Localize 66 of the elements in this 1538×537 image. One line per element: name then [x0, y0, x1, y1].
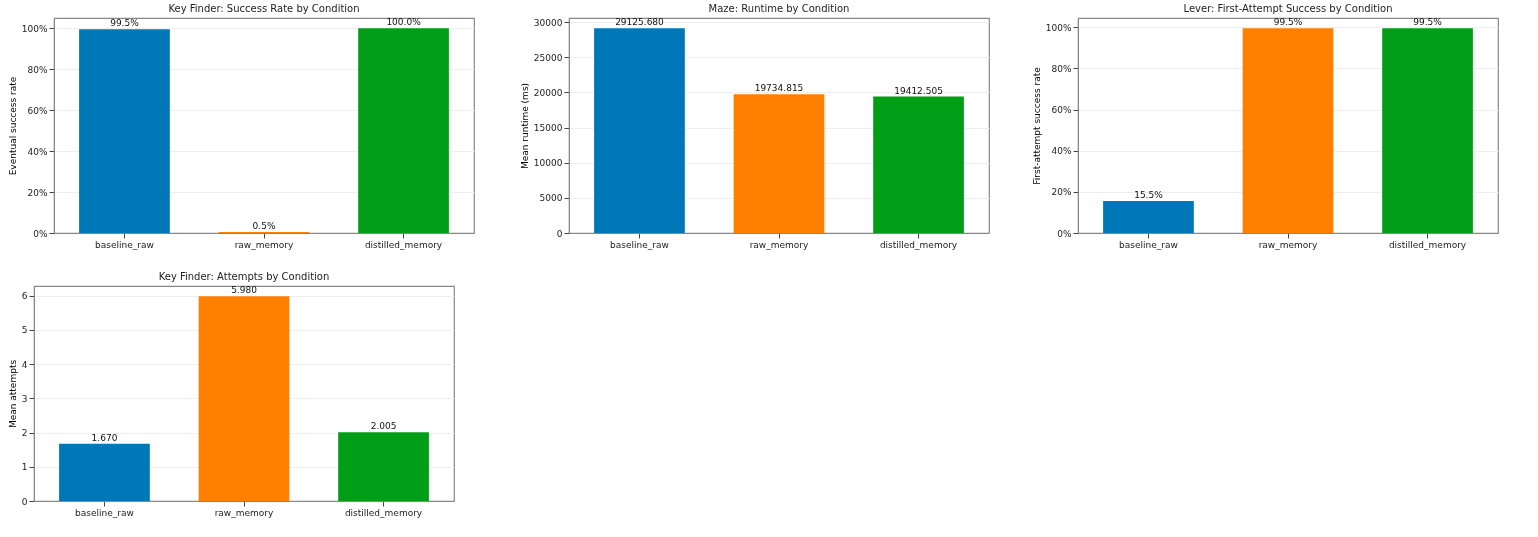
- data-label: 5.980: [231, 285, 258, 296]
- x-tick-label: baseline_raw: [1119, 239, 1178, 250]
- y-tick-label: 5: [21, 325, 28, 336]
- y-tick-label: 20%: [1051, 187, 1072, 198]
- x-tick-label: distilled_memory: [1388, 239, 1467, 250]
- y-tick-label: 6: [21, 291, 28, 302]
- data-label: 15.5%: [1134, 190, 1164, 201]
- y-tick-label: 80%: [27, 64, 48, 75]
- data-label: 99.5%: [110, 18, 140, 29]
- x-tick-label: raw_memory: [1258, 239, 1319, 250]
- y-tick-label: 1: [21, 462, 28, 473]
- x-tick-label: distilled_memory: [364, 239, 443, 250]
- y-tick-label: 30000: [533, 17, 563, 28]
- y-axis-title: Mean runtime (ms): [519, 82, 530, 170]
- bar: [198, 296, 290, 501]
- chart-title: Lever: First-Attempt Success by Condition: [1183, 3, 1393, 14]
- y-tick-label: 0: [556, 228, 563, 239]
- chart-title: Key Finder: Attempts by Condition: [158, 271, 330, 282]
- x-tick-label: raw_memory: [214, 507, 275, 518]
- y-axis-title: Eventual success rate: [7, 76, 18, 176]
- x-tick-label: baseline_raw: [95, 239, 154, 250]
- y-axis-title: First-attempt success rate: [1031, 66, 1042, 185]
- x-tick-label: raw_memory: [234, 239, 295, 250]
- y-tick-label: 20%: [27, 187, 48, 198]
- x-tick-label: baseline_raw: [610, 239, 669, 250]
- y-tick-label: 5000: [539, 193, 563, 204]
- y-tick-label: 2: [21, 428, 28, 439]
- data-label: 19734.815: [754, 83, 804, 94]
- data-label: 100.0%: [386, 17, 422, 28]
- y-tick-label: 40%: [27, 146, 48, 157]
- y-tick-label: 60%: [27, 105, 48, 116]
- y-tick-label: 80%: [1051, 63, 1072, 74]
- y-tick-label: 0%: [33, 228, 48, 239]
- data-label: 99.5%: [1273, 17, 1303, 28]
- y-tick-label: 0: [21, 496, 28, 507]
- x-tick-label: raw_memory: [749, 239, 810, 250]
- y-tick-label: 100%: [21, 23, 48, 34]
- y-tick-label: 4: [21, 359, 28, 370]
- y-tick-label: 15000: [533, 123, 563, 134]
- y-tick-label: 100%: [1045, 22, 1072, 33]
- y-tick-label: 60%: [1051, 105, 1072, 116]
- x-tick-label: distilled_memory: [879, 239, 958, 250]
- bar: [338, 432, 429, 501]
- y-tick-label: 10000: [533, 158, 563, 169]
- bar: [873, 96, 964, 233]
- bar: [79, 29, 170, 233]
- y-tick-label: 25000: [533, 52, 563, 63]
- y-tick-label: 3: [21, 393, 28, 404]
- data-label: 19412.505: [894, 85, 943, 96]
- y-tick-label: 0%: [1057, 228, 1072, 239]
- data-label: 0.5%: [252, 220, 276, 231]
- chart-title: Maze: Runtime by Condition: [708, 3, 850, 14]
- y-axis-title: Mean attempts: [7, 359, 18, 429]
- y-tick-label: 40%: [1051, 146, 1072, 157]
- bar: [59, 443, 150, 501]
- data-label: 99.5%: [1413, 17, 1443, 28]
- bar: [358, 28, 449, 233]
- x-tick-label: distilled_memory: [344, 507, 423, 518]
- data-label: 1.670: [91, 432, 118, 443]
- y-tick-label: 20000: [533, 87, 563, 98]
- chart-title: Key Finder: Success Rate by Condition: [168, 3, 360, 14]
- data-label: 2.005: [370, 421, 397, 432]
- bar: [594, 28, 685, 233]
- data-label: 29125.680: [615, 17, 665, 28]
- bar: [733, 94, 825, 233]
- x-tick-label: baseline_raw: [75, 507, 134, 518]
